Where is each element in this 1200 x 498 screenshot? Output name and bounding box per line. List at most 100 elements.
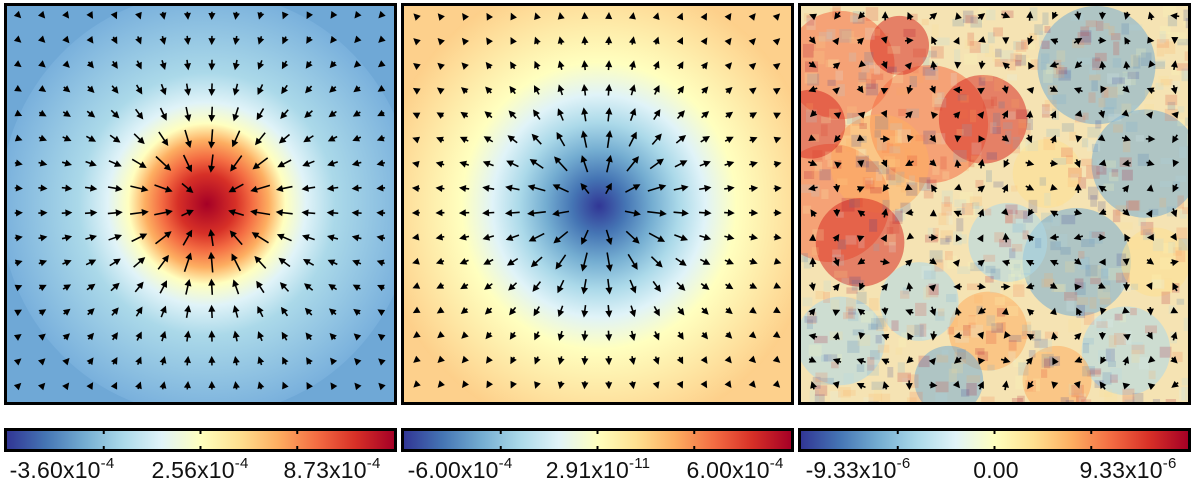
panel-right-noise-speckle (923, 56, 930, 67)
panel-right-noise-speckle (994, 58, 1008, 67)
panel-middle-vector-arrow (700, 12, 708, 21)
panel-middle-vector-arrow (437, 380, 445, 388)
panel-right-noise-speckle (923, 270, 936, 280)
panel-right-noise-speckle (1167, 15, 1178, 27)
panel-right-noise-speckle (851, 134, 862, 147)
panel-right-vector-arrow (1146, 331, 1153, 340)
panel-right-noise-speckle (806, 15, 815, 26)
panel-left-vector-arrow (352, 110, 361, 117)
panel-right-noise-speckle (1090, 195, 1098, 207)
panel-left-vector-arrow (278, 133, 291, 144)
panel-middle-vector-arrow (527, 209, 546, 217)
panel-right-noise-speckle (909, 13, 918, 21)
panel-middle-vector-arrow (773, 160, 782, 168)
panel-right-noise-speckle (850, 10, 863, 22)
panel-middle-vector-arrow (412, 160, 420, 168)
panel-left-vector-arrow (376, 134, 385, 142)
panel-right-noise-speckle (925, 69, 939, 80)
panel-middle-vector-arrow (772, 331, 781, 339)
panel-right-noise-speckle (1018, 362, 1029, 376)
panel-left-vector-arrow (352, 134, 362, 142)
panel-right-noise-speckle (874, 130, 881, 138)
panel-left-vector-arrow (108, 234, 123, 241)
panel-right-noise-speckle (1108, 25, 1115, 36)
panel-right-vector-arrow (1098, 208, 1107, 216)
panel-right-noise-speckle (881, 142, 894, 154)
panel-left-vector-arrow (208, 106, 216, 122)
panel-right-noise-speckle (1137, 153, 1149, 166)
panel-left-vector-arrow (378, 10, 386, 19)
panel-left-vector-arrow (111, 60, 118, 69)
panel-left-vector-arrow (326, 234, 339, 242)
panel-left-vector-arrow (254, 255, 267, 269)
panel-left-vector-arrow (377, 333, 386, 341)
panel-right-vector-arrow (1171, 36, 1179, 44)
panel-right-noise-speckle (1086, 165, 1100, 179)
panel-right-noise-speckle (832, 6, 841, 18)
panel-right-noise-speckle (1122, 138, 1131, 153)
panel-middle-vector-arrow (724, 160, 735, 168)
panel-right-noise-speckle (937, 92, 945, 99)
panel-right-noise-speckle (1187, 133, 1188, 146)
panel-middle-vector-arrow (484, 111, 493, 119)
panel-right-vector-arrow (832, 257, 840, 267)
panel-right-vector-arrow (977, 87, 985, 95)
panel-right-vector-arrow (1171, 380, 1179, 388)
panel-right-noise-speckle (849, 198, 861, 208)
panel-right-noise-speckle (1043, 137, 1056, 151)
panel-right-vector-arrow (1099, 307, 1107, 315)
panel-right-noise-speckle (1127, 71, 1140, 80)
panel-right-vector-arrow (928, 357, 936, 366)
panel-right-vector-arrow (904, 37, 914, 45)
panel-right-noise-speckle (974, 205, 983, 216)
panel-right-noise-speckle (895, 347, 903, 355)
panel-right-vector-arrow (1074, 332, 1082, 341)
panel-right-noise-speckle (1078, 177, 1087, 189)
panel-middle-vector-arrow (701, 307, 709, 315)
panel-right-noise-speckle (1131, 342, 1144, 350)
panel-left-vector-arrow (276, 233, 292, 242)
panel-right-vector-arrow (1123, 11, 1131, 20)
panel-left-vector-arrow (157, 254, 169, 270)
panel-middle-vector-arrow (581, 83, 589, 96)
panel-right-noise-speckle (1015, 54, 1027, 66)
panel-right-noise-speckle (1103, 23, 1110, 30)
panel-right-noise-speckle (1089, 368, 1102, 375)
panel-right-vector-arrow (881, 358, 890, 365)
panel-right-noise-speckle (862, 177, 871, 191)
panel-middle-vector-arrow (773, 184, 782, 193)
panel-left-vector-arrow (38, 309, 47, 316)
panel-left-vector-arrow (61, 184, 73, 192)
panel-left-vector-arrow (110, 282, 120, 292)
panel-right-vector-arrow (856, 382, 866, 390)
panel-right-noise-speckle (992, 126, 1001, 135)
panel-right-vector-arrow (880, 234, 888, 243)
panel-right-noise-speckle (1156, 44, 1165, 57)
panel-middle-vector-arrow (748, 87, 757, 95)
panel-right-vector-arrow (1122, 356, 1130, 366)
panel-middle-vector-arrow (557, 12, 565, 20)
panel-right-noise-speckle (1053, 64, 1065, 78)
panel-right-noise-speckle (1176, 227, 1188, 239)
panel-right-noise-speckle (1187, 215, 1188, 222)
panel-right-noise-speckle (859, 123, 867, 130)
panel-right-noise-speckle (994, 78, 1004, 92)
panel-right-noise-speckle (900, 202, 911, 213)
panel-right-noise-speckle (946, 294, 957, 303)
panel-right-noise-speckle (954, 49, 961, 63)
panel-right-noise-speckle (823, 292, 830, 303)
panel-middle-vector-arrow (676, 380, 684, 389)
panel-right-vector-arrow (857, 160, 865, 168)
panel-middle-vector-arrow (624, 209, 641, 217)
panel-right-noise-speckle (1061, 123, 1075, 132)
panel-left-vector-arrow (135, 84, 143, 95)
panel-right-noise-speckle (816, 36, 826, 49)
panel-left-vector-arrow (228, 209, 244, 217)
panel-right-noise-speckle (968, 159, 975, 168)
panel-right-noise-speckle (961, 203, 974, 216)
panel-right-vector-arrow (858, 11, 866, 19)
panel-right-vector-arrow (834, 11, 842, 20)
panel-right-noise-speckle (823, 354, 838, 362)
panel-right-noise-speckle (1114, 313, 1123, 321)
panel-middle-vector-arrow (652, 356, 660, 365)
